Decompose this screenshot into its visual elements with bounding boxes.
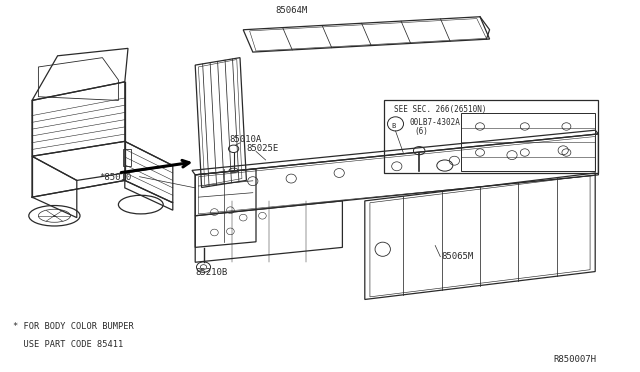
Text: R850007H: R850007H — [554, 355, 596, 363]
Text: 00LB7-4302A: 00LB7-4302A — [410, 118, 460, 127]
Text: 85010A: 85010A — [229, 135, 261, 144]
Text: (6): (6) — [415, 127, 429, 136]
Text: 85210B: 85210B — [196, 267, 228, 276]
Text: USE PART CODE 85411: USE PART CODE 85411 — [13, 340, 123, 349]
Text: SEE SEC. 266(26510N): SEE SEC. 266(26510N) — [394, 105, 486, 113]
Bar — [123, 149, 131, 166]
Text: B: B — [392, 123, 396, 129]
Text: 85025E: 85025E — [246, 144, 278, 153]
Text: 85064M: 85064M — [275, 6, 307, 15]
Text: 85065M: 85065M — [442, 251, 474, 260]
Text: *85010: *85010 — [99, 173, 131, 182]
Text: * FOR BODY COLOR BUMPER: * FOR BODY COLOR BUMPER — [13, 322, 134, 331]
